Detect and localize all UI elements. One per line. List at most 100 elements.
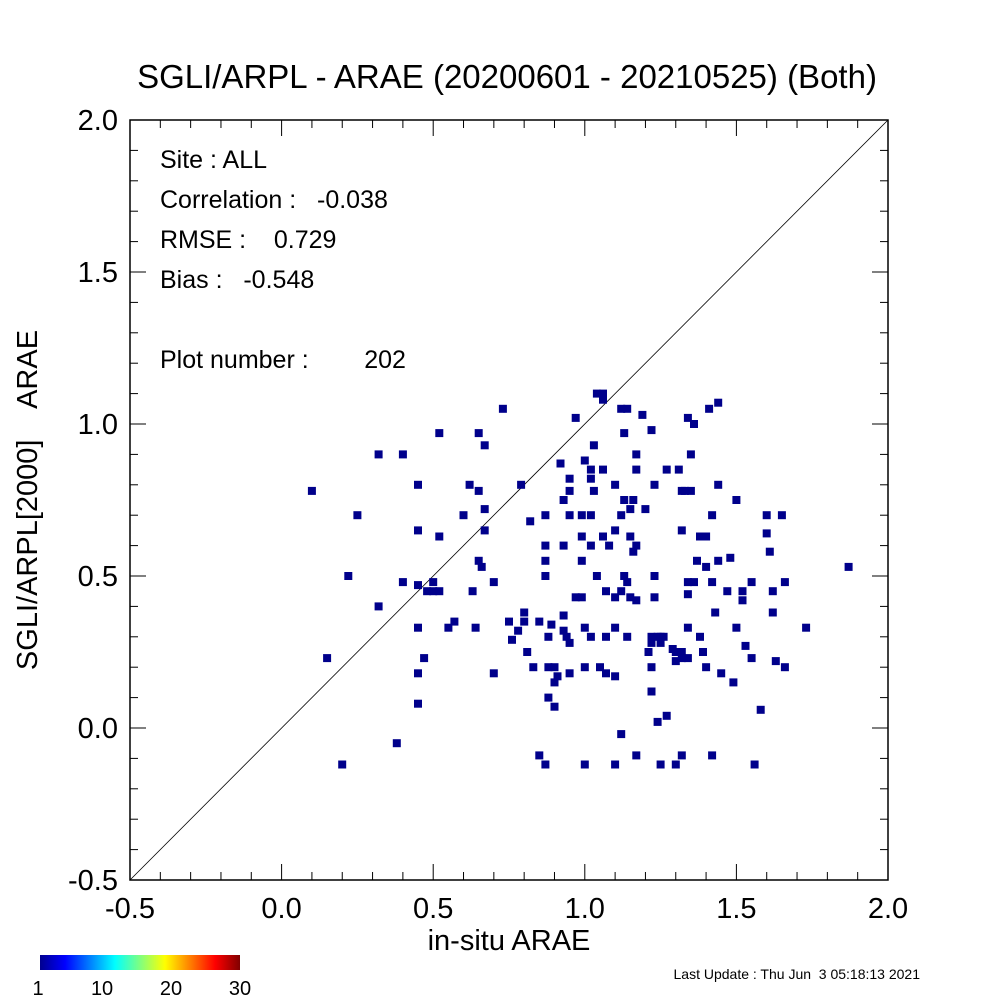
data-point: [526, 517, 535, 526]
data-point: [565, 638, 574, 647]
one-to-one-line: [129, 119, 889, 881]
data-point: [398, 450, 407, 459]
data-point: [514, 626, 523, 635]
data-point: [756, 705, 765, 714]
data-point: [726, 553, 735, 562]
data-point: [617, 511, 626, 520]
data-point: [605, 541, 614, 550]
data-point: [626, 532, 635, 541]
data-point: [708, 751, 717, 760]
data-point: [589, 486, 598, 495]
data-point: [398, 578, 407, 587]
data-point: [599, 465, 607, 474]
data-point: [632, 541, 641, 550]
annotation-plot-number: Plot number : 202: [160, 346, 406, 374]
data-point: [671, 760, 680, 769]
data-point: [802, 623, 811, 632]
data-point: [505, 617, 513, 626]
data-point: [559, 496, 568, 504]
data-point: [553, 672, 562, 681]
data-point: [677, 648, 686, 656]
colorbar-tick-label: 30: [229, 978, 251, 1000]
data-point: [565, 669, 574, 678]
data-point: [444, 623, 453, 632]
data-point: [647, 638, 656, 647]
data-point: [520, 617, 529, 626]
data-point: [674, 465, 683, 474]
data-point: [544, 693, 553, 702]
data-point: [535, 617, 544, 626]
data-point: [547, 620, 556, 629]
data-point: [693, 556, 701, 565]
data-point: [632, 465, 641, 474]
data-point: [714, 398, 723, 407]
data-point: [623, 632, 632, 641]
data-point: [641, 505, 650, 514]
data-point: [307, 486, 316, 495]
data-point: [559, 541, 568, 550]
data-point: [705, 404, 714, 413]
data-point: [617, 404, 626, 413]
data-point: [550, 702, 559, 711]
data-point: [732, 623, 741, 632]
data-point: [435, 429, 444, 438]
data-point: [714, 480, 723, 489]
x-tick-labels: -0.5 0.0 0.5 1.0 1.5 2.0: [105, 893, 908, 925]
data-point: [414, 669, 422, 678]
data-point: [565, 486, 574, 495]
data-point: [414, 581, 422, 590]
data-point: [780, 663, 789, 672]
data-point: [586, 541, 595, 550]
data-point: [580, 456, 589, 465]
data-point: [420, 654, 429, 663]
data-point: [632, 751, 641, 760]
data-point: [544, 663, 553, 672]
data-point: [620, 572, 629, 580]
data-point: [596, 663, 604, 672]
data-point: [599, 395, 607, 404]
annotation-correlation: Correlation : -0.038: [160, 186, 388, 214]
data-point: [765, 547, 774, 556]
data-point: [702, 562, 711, 571]
data-point: [480, 526, 489, 535]
data-point: [565, 474, 574, 483]
data-point: [656, 760, 665, 769]
plot-frame: [129, 119, 889, 881]
data-point: [414, 480, 422, 489]
data-point: [711, 608, 720, 617]
y-tick-label: 0.5: [78, 561, 118, 593]
data-point: [577, 532, 586, 541]
x-axis-label: in-situ ARAE: [428, 925, 591, 957]
data-point: [611, 672, 620, 681]
scatter-points: [307, 389, 853, 769]
data-point: [592, 572, 601, 580]
data-point: [647, 687, 656, 696]
data-point: [732, 496, 741, 504]
data-point: [632, 450, 641, 459]
data-point: [435, 532, 444, 541]
last-update-text: Last Update : Thu Jun 3 05:18:13 2021: [674, 966, 921, 982]
data-point: [617, 587, 626, 596]
data-point: [474, 556, 483, 565]
data-point: [611, 526, 620, 535]
data-point: [577, 511, 586, 520]
data-point: [429, 587, 438, 596]
data-point: [741, 641, 750, 650]
y-tick-labels: -0.5 0.0 0.5 1.0 1.5 2.0: [68, 105, 118, 897]
data-point: [650, 572, 659, 580]
data-point: [623, 578, 632, 587]
x-tick-label: 0.5: [413, 893, 453, 925]
data-point: [708, 511, 717, 520]
annotation-rmse: RMSE : 0.729: [160, 226, 336, 254]
data-point: [323, 654, 332, 663]
colorbar-tick-label: 1: [32, 978, 43, 1000]
data-point: [768, 608, 777, 617]
data-point: [683, 654, 692, 663]
data-point: [580, 760, 589, 769]
data-point: [602, 669, 610, 678]
data-point: [468, 587, 477, 596]
data-point: [474, 429, 483, 438]
data-point: [747, 578, 756, 587]
data-point: [580, 663, 589, 672]
x-tick-label: 1.0: [565, 893, 605, 925]
